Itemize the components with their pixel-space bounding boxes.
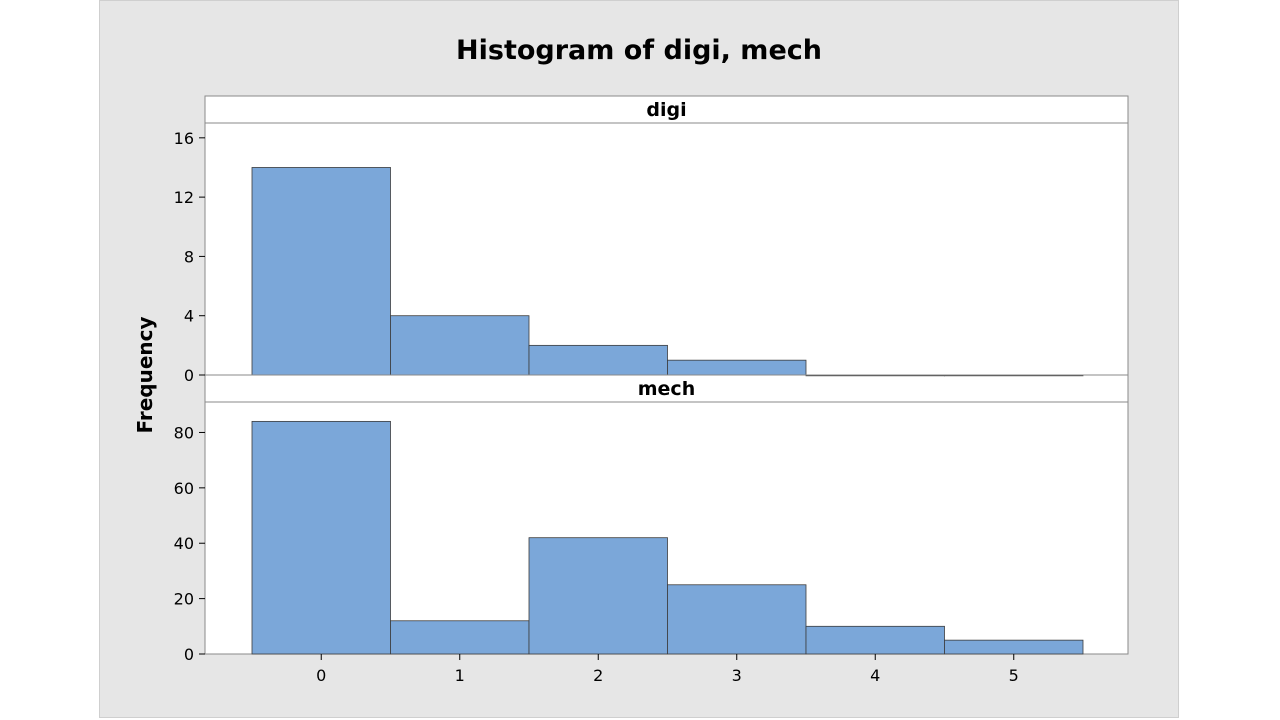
bar-mech-4	[805, 625, 945, 655]
y-tick-label-mech-0: 0	[184, 645, 194, 664]
bar-mech-1	[390, 620, 530, 655]
y-tick-label-digi-16: 16	[174, 129, 194, 148]
x-tick-label-5: 5	[1009, 666, 1019, 685]
chart-figure: Histogram of digi, mech Frequency digi 0 4…	[99, 0, 1179, 718]
y-tick-label-digi-12: 12	[174, 188, 194, 207]
bar-mech-2	[528, 537, 668, 655]
y-tick-label-digi-8: 8	[184, 247, 194, 266]
y-tick-label-mech-40: 40	[174, 534, 194, 553]
bar-digi-2	[528, 344, 668, 376]
bar-mech-3	[667, 584, 807, 655]
bar-digi-3	[667, 359, 807, 376]
y-tick-label-mech-20: 20	[174, 590, 194, 609]
y-tick-label-mech-80: 80	[174, 423, 194, 442]
histogram-chart: Histogram of digi, mech Frequency digi 0 4…	[133, 35, 1129, 685]
x-tick-label-2: 2	[593, 666, 603, 685]
x-tick-label-3: 3	[732, 666, 742, 685]
x-tick-label-0: 0	[316, 666, 326, 685]
bar-digi-0	[251, 167, 391, 376]
panel-label-mech: mech	[638, 378, 695, 400]
y-tick-label-mech-60: 60	[174, 479, 194, 498]
bar-mech-0	[251, 420, 391, 655]
y-tick-label-digi-4: 4	[184, 307, 194, 326]
chart-title: Histogram of digi, mech	[456, 35, 822, 66]
x-tick-label-1: 1	[455, 666, 465, 685]
bar-mech-5	[944, 639, 1084, 655]
y-tick-label-digi-0: 0	[184, 366, 194, 385]
y-axis-label: Frequency	[133, 316, 157, 433]
panel-label-digi: digi	[646, 99, 686, 121]
bar-digi-1	[390, 315, 530, 376]
x-tick-label-4: 4	[870, 666, 880, 685]
